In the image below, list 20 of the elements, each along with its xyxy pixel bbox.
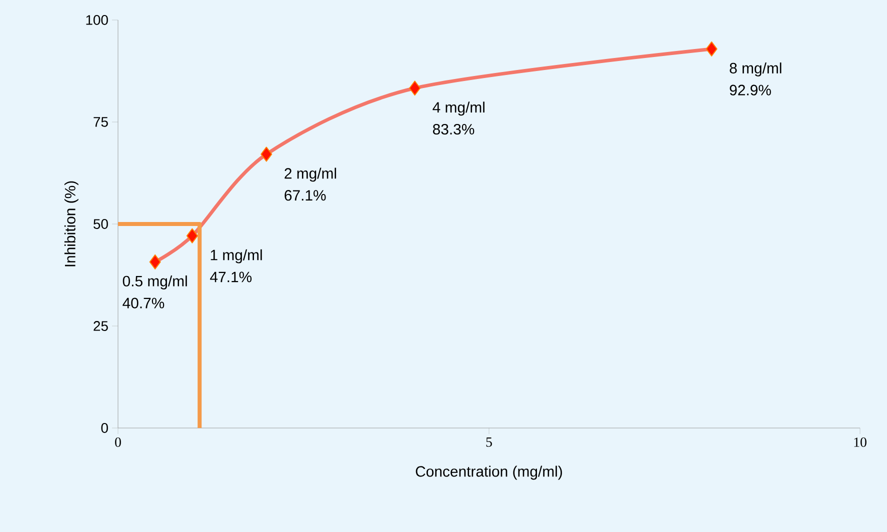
annotation: 4 mg/ml — [432, 102, 484, 116]
y-tick-label: 75 — [94, 117, 108, 127]
data-label: 92.9% — [730, 84, 771, 96]
x-tick-label: 0 — [115, 438, 121, 447]
y-tick-label: 0 — [101, 423, 108, 433]
y-tick-label: 100 — [86, 15, 108, 25]
x-axis-title: Concentration (mg/ml) — [416, 466, 562, 480]
annotation: 1 mg/ml — [210, 249, 262, 264]
x-tick-label: 5 — [486, 438, 492, 447]
data-label: 47.1% — [210, 272, 252, 282]
y-tick-label: 50 — [94, 219, 108, 229]
annotation: 0.5 mg/ml — [122, 275, 187, 290]
data-label: 67.1% — [284, 190, 326, 201]
annotation: 8 mg/ml — [730, 62, 782, 76]
data-label: 83.3% — [432, 124, 474, 135]
annotation: 2 mg/ml — [284, 168, 336, 182]
y-axis-title: Inhibition (%) — [64, 181, 78, 266]
x-tick-label: 10 — [854, 438, 866, 447]
data-label: 40.7% — [122, 298, 164, 308]
y-tick-label: 25 — [94, 321, 108, 331]
